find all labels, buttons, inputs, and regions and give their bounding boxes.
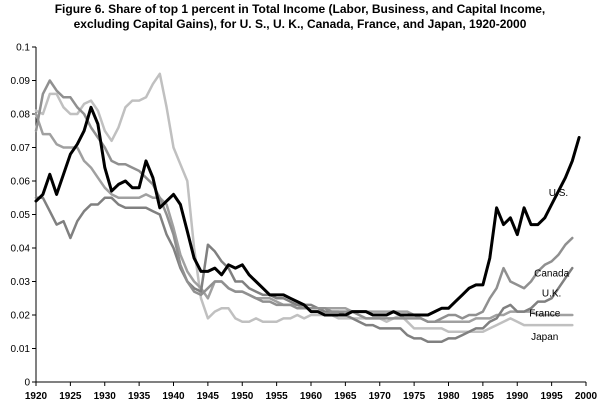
series-label-france: France [529,309,561,320]
series-label-u-k: U.K. [542,289,561,300]
y-tick-label: 0.08 [11,110,31,121]
y-tick-label: 0 [24,378,30,389]
y-tick-label: 0.1 [16,43,30,54]
series-line-japan [34,72,574,334]
x-tick-label: 1990 [506,391,529,402]
x-tick-label: 1985 [472,391,495,402]
y-tick-label: 0.02 [11,311,31,322]
x-tick-label: 1955 [266,391,289,402]
series-line-u-k [34,196,574,344]
axes: 0 0.01 0.02 0.03 0.04 0.05 0.06 0.07 0.08 0.09 0.1… [11,43,598,403]
y-tick-label: 0.06 [11,177,31,188]
y-tick-label: 0.07 [11,143,31,154]
series-line-france [34,112,574,323]
x-tick-label: 1920 [25,391,48,402]
x-tick-label: 1980 [437,391,460,402]
series-lines [34,72,581,344]
series-label-japan: Japan [531,332,558,343]
y-tick-label: 0.01 [11,344,31,355]
series-label-canada: Canada [534,268,569,279]
chart-title-line-1: Figure 6. Share of top 1 percent in Tota… [54,2,546,16]
x-tick-label: 1950 [231,391,254,402]
x-tick-label: 1960 [300,391,323,402]
y-tick-label: 0.03 [11,277,31,288]
series-label-u-s: U.S. [549,188,568,199]
chart-title-line-2: excluding Capital Gains), for U. S., U. … [73,17,527,31]
series-line-canada [34,79,574,323]
x-tick-label: 2000 [575,391,598,402]
y-tick-label: 0.05 [11,210,31,221]
x-tick-label: 1930 [94,391,117,402]
x-tick-label: 1995 [541,391,564,402]
series-line-u-s [34,105,581,317]
x-tick-label: 1970 [369,391,392,402]
y-tick-label: 0.09 [11,76,31,87]
x-tick-label: 1945 [197,391,220,402]
x-tick-label: 1975 [403,391,426,402]
x-tick-label: 1935 [128,391,151,402]
y-tick-label: 0.04 [11,244,31,255]
x-tick-label: 1940 [162,391,185,402]
x-tick-label: 1965 [334,391,357,402]
x-tick-label: 1925 [59,391,82,402]
series-labels: U.S. Canada U.K. France Japan [529,188,569,343]
